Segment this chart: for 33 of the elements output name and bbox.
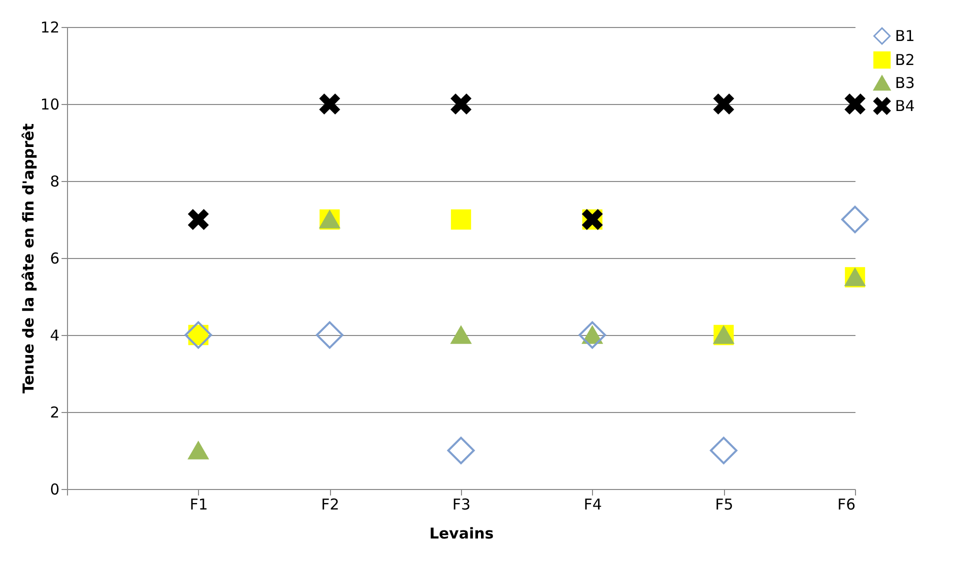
x-tick-label: F6 bbox=[837, 496, 856, 514]
y-tick-label: 2 bbox=[50, 404, 60, 422]
point bbox=[184, 321, 212, 349]
point bbox=[450, 94, 472, 114]
point bbox=[710, 436, 738, 464]
point bbox=[844, 94, 866, 114]
legend-label: B2 bbox=[895, 51, 915, 69]
y-tick-label: 12 bbox=[40, 18, 60, 36]
point bbox=[714, 94, 734, 114]
x-tick-label: F5 bbox=[715, 496, 734, 514]
point bbox=[578, 321, 606, 349]
legend-label: B1 bbox=[895, 27, 915, 45]
x-axis-title: Levains bbox=[429, 524, 494, 542]
x-tick-label: F4 bbox=[584, 496, 602, 514]
point bbox=[320, 94, 340, 114]
point bbox=[188, 442, 208, 460]
y-axis-title: Tenue de la pâte en fin d'apprêt bbox=[19, 124, 38, 394]
point bbox=[447, 436, 475, 464]
y-tick-label: 4 bbox=[50, 326, 60, 344]
point bbox=[316, 321, 344, 349]
x-tick-label: F3 bbox=[452, 496, 471, 514]
y-tick-label: 10 bbox=[40, 96, 60, 114]
x-tick-label: F1 bbox=[190, 496, 208, 514]
point bbox=[841, 206, 869, 234]
y-tick-label: 0 bbox=[50, 480, 60, 498]
y-tick-label: 6 bbox=[50, 250, 60, 268]
point bbox=[450, 326, 472, 344]
x-tick-label: F2 bbox=[321, 496, 340, 514]
y-tick-label: 8 bbox=[50, 172, 60, 190]
point bbox=[450, 209, 472, 230]
legend-label: B4 bbox=[895, 97, 915, 115]
legend-label: B3 bbox=[895, 74, 915, 92]
point bbox=[188, 209, 208, 230]
